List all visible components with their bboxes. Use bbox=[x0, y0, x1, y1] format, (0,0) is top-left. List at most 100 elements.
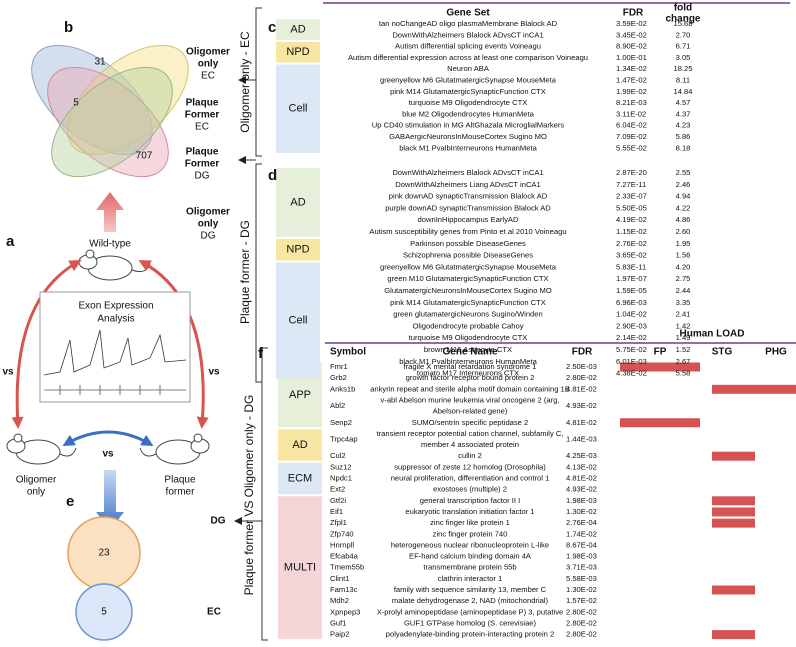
gene-name: family with sequence similarity 13, memb… bbox=[394, 585, 547, 594]
fold-change: 2.75 bbox=[676, 274, 691, 283]
fold-change: 4.22 bbox=[676, 203, 691, 212]
fold-change: 2.44 bbox=[676, 286, 691, 295]
fdr: 1.99E-02 bbox=[616, 87, 647, 96]
gene-set: downInHippocampus EarlyAD bbox=[418, 215, 519, 224]
load-bar bbox=[620, 418, 700, 428]
plot-axis bbox=[44, 385, 186, 395]
fdr: 4.81E-02 bbox=[566, 384, 597, 393]
gene-name: polyadenylate-binding protein-interactin… bbox=[386, 630, 554, 639]
fdr: 3.65E-02 bbox=[616, 251, 647, 260]
group-label: MULTI bbox=[284, 562, 316, 574]
gene-symbol: Suz12 bbox=[330, 462, 352, 471]
fold-change: 2.41 bbox=[676, 310, 691, 319]
gene-name: GUF1 GTPase homolog (S. cerevisiae) bbox=[404, 618, 537, 627]
fold-change: 2.67 bbox=[676, 357, 691, 366]
fdr: 8.90E-02 bbox=[616, 42, 647, 51]
fdr: 1.30E-02 bbox=[566, 507, 597, 516]
gene-name: ankyrin repeat and sterile alpha motif d… bbox=[370, 384, 570, 393]
column-header: FDR bbox=[623, 8, 644, 19]
group-label: AD bbox=[292, 439, 307, 451]
fold-change: 3.05 bbox=[676, 53, 691, 62]
fdr: 2.33E-07 bbox=[616, 192, 647, 201]
fdr: 1.97E-07 bbox=[616, 274, 647, 283]
gene-set: brown M15 Astrocyte CTX bbox=[424, 345, 512, 354]
fdr: 4.38E-02 bbox=[616, 369, 647, 378]
fdr: 2.76E-02 bbox=[616, 239, 647, 248]
gene-set: Autism susceptibility genes from Pinto e… bbox=[369, 227, 566, 236]
gene-set: Schizophrenia possible DiseaseGenes bbox=[403, 251, 533, 260]
fdr: 3.45E-02 bbox=[616, 30, 647, 39]
gene-set: GlutamatergicNeuronsInMouseCortex Sugino… bbox=[384, 286, 552, 295]
group-label: Wild-type bbox=[89, 239, 131, 250]
fold-change: 4.23 bbox=[676, 121, 691, 130]
fdr: 4.13E-02 bbox=[566, 462, 597, 471]
group-label: AD bbox=[290, 24, 305, 36]
gene-set: GABAergicNeuronsInMouseCortex Sugino MO bbox=[389, 132, 547, 141]
gene-set: blue M2 Oligodendrocytes HumanMeta bbox=[402, 109, 534, 118]
load-bar bbox=[712, 451, 755, 461]
fold-change: 18.25 bbox=[673, 64, 692, 73]
gene-set: pink M14 GlutamatergicSynapticFunction C… bbox=[390, 87, 546, 96]
fold-change: 5.86 bbox=[676, 132, 691, 141]
group-label: Cell bbox=[289, 314, 308, 326]
gene-set: Oligodendrocyte probable Cahoy bbox=[412, 321, 523, 330]
set-label: only bbox=[198, 219, 219, 230]
fdr: 1.44E-03 bbox=[566, 434, 597, 443]
brackets bbox=[234, 7, 268, 641]
vs-label: vs bbox=[208, 367, 220, 378]
fdr: 1.74E-02 bbox=[566, 529, 597, 538]
fdr: 2.80E-02 bbox=[566, 373, 597, 382]
gene-symbol: Abl2 bbox=[330, 401, 345, 410]
vs-label: vs bbox=[2, 367, 14, 378]
fold-change: 1.95 bbox=[676, 239, 691, 248]
panel-label: f bbox=[258, 345, 264, 362]
fold-change: 6.71 bbox=[676, 42, 691, 51]
gene-name: eukaryotic translation initiation factor… bbox=[405, 507, 534, 516]
fdr: 1.47E-02 bbox=[616, 76, 647, 85]
gene-set: pink M14 GlutamatergicSynapticFunction C… bbox=[390, 298, 546, 307]
gene-name: transmembrane protein 55b bbox=[423, 563, 516, 572]
set-label: EC bbox=[195, 122, 209, 133]
side-label: Plaque former - DG bbox=[238, 220, 252, 324]
column-header: fold bbox=[674, 3, 692, 14]
group-label: Oligomer bbox=[16, 475, 57, 486]
fold-change: 1.56 bbox=[676, 251, 691, 260]
fold-change: 4.57 bbox=[676, 98, 691, 107]
set-label: Former bbox=[185, 110, 220, 121]
gene-set: pink downAD synapticTransmission Blalock… bbox=[389, 192, 548, 201]
set-label: Plaque bbox=[186, 147, 219, 158]
gene-name: fragile X mental retardation syndrome 1 bbox=[404, 362, 537, 371]
gene-name: exostoses (multiple) 2 bbox=[433, 485, 507, 494]
venn-count: 31 bbox=[94, 57, 106, 68]
gene-name: v-abl Abelson murine leukemia viral onco… bbox=[381, 395, 560, 404]
column-header: change bbox=[665, 14, 700, 25]
gene-name: suppressor of zeste 12 homolog (Drosophi… bbox=[394, 462, 546, 471]
mouse bbox=[6, 433, 77, 465]
fold-change: 2.46 bbox=[676, 180, 691, 189]
gene-set: turquoise M9 Oligodendrocyte CTX bbox=[409, 333, 528, 342]
fdr: 5.58E-03 bbox=[566, 574, 597, 583]
circle-label: DG bbox=[211, 516, 226, 527]
load-bar bbox=[620, 362, 700, 372]
gene-symbol: Npdc1 bbox=[330, 474, 352, 483]
fold-change: 1.52 bbox=[676, 345, 691, 354]
column-header: Gene Name bbox=[442, 347, 497, 358]
gene-symbol: Gtf2i bbox=[330, 496, 346, 505]
fold-change: 2.70 bbox=[676, 30, 691, 39]
gene-set: turquoise M9 Oligodendrocyte CTX bbox=[409, 98, 528, 107]
set-label: Oligomer bbox=[186, 47, 230, 58]
circle-count: 5 bbox=[101, 607, 107, 618]
gene-name: transient receptor potential cation chan… bbox=[377, 429, 564, 438]
load-bar bbox=[712, 384, 755, 394]
fdr: 2.87E-20 bbox=[616, 168, 647, 177]
load-bar bbox=[712, 630, 755, 640]
fold-change: 2.55 bbox=[676, 168, 691, 177]
gene-symbol: Ext2 bbox=[330, 485, 345, 494]
column-header: Gene Set bbox=[446, 8, 490, 19]
gene-symbol: Guf1 bbox=[330, 618, 346, 627]
arrow-compare bbox=[62, 430, 154, 446]
gene-name: zinc finger protein 740 bbox=[433, 529, 508, 538]
fold-change: 3.35 bbox=[676, 298, 691, 307]
column-header: Symbol bbox=[330, 347, 366, 358]
